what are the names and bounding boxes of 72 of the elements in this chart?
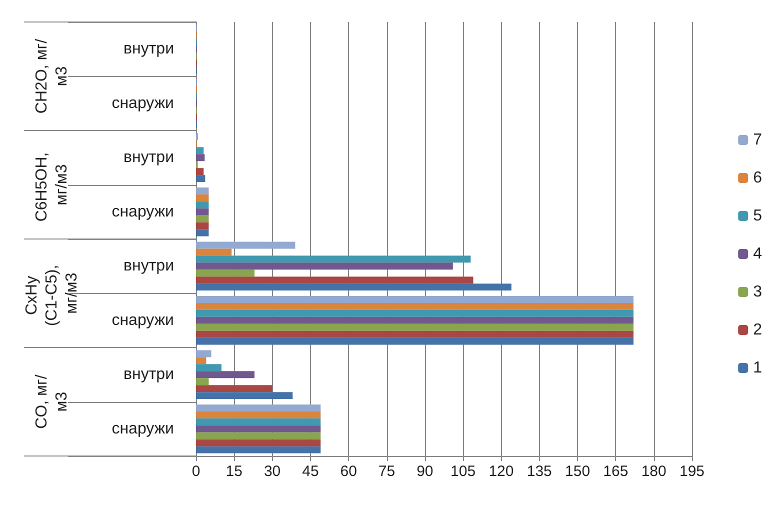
bar — [196, 385, 272, 392]
bar — [196, 208, 209, 216]
bar — [196, 425, 321, 432]
bar — [196, 248, 232, 256]
y-tick-label: внутри — [124, 258, 174, 275]
legend-label: 4 — [753, 246, 762, 262]
x-tick-label: 195 — [679, 463, 705, 480]
legend-label: 5 — [753, 208, 762, 224]
bar — [196, 338, 634, 345]
bar — [196, 229, 209, 236]
y-tick-label: внутри — [124, 366, 174, 384]
text: CO, мг/м3 — [34, 374, 70, 429]
x-tick-label: 105 — [450, 463, 476, 480]
x-tick-label: 15 — [226, 463, 242, 480]
legend-label: 1 — [753, 360, 762, 376]
bar — [196, 364, 222, 372]
bar — [196, 392, 293, 400]
text: CxHy (C1-C5), мг/м3 — [24, 260, 80, 326]
x-tick-label: 120 — [488, 463, 514, 480]
x-tick-label: 0 — [192, 463, 200, 480]
y-tick-label: внутри — [124, 40, 174, 58]
bar — [196, 154, 205, 162]
x-tick-label: 45 — [302, 463, 319, 480]
x-tick-label: 180 — [641, 463, 666, 480]
text: CH2O, мг/м3 — [34, 38, 70, 114]
bar — [196, 446, 321, 454]
y-tick-label: снаружи — [112, 312, 174, 329]
y-tick-label: снаружи — [112, 203, 174, 220]
bar — [196, 262, 453, 270]
bar — [196, 439, 321, 446]
legend-label: 2 — [753, 322, 762, 338]
bar — [196, 324, 634, 331]
x-tick-label: 30 — [264, 463, 281, 480]
y-tick-label: внутри — [124, 149, 174, 166]
bar — [196, 168, 204, 176]
bar — [196, 194, 209, 202]
bar — [196, 187, 209, 194]
bar — [196, 284, 512, 291]
bar — [196, 201, 209, 208]
bar — [196, 432, 321, 440]
bar — [196, 256, 471, 263]
bar — [196, 270, 255, 277]
bar — [196, 302, 634, 310]
bar — [196, 330, 634, 338]
bar — [196, 222, 209, 230]
bar — [196, 411, 321, 418]
bar — [196, 378, 209, 386]
bar — [196, 296, 634, 303]
bar — [196, 350, 212, 358]
y-tick-label: снаружи — [112, 94, 174, 112]
text: C6H5OH, мг/м3 — [34, 148, 70, 222]
x-tick-label: 90 — [416, 463, 434, 480]
bar — [196, 147, 204, 154]
bar — [196, 371, 255, 378]
bar — [196, 215, 209, 222]
x-tick-label: 60 — [340, 463, 357, 480]
y-tick-label: снаружи — [112, 420, 174, 438]
bar — [196, 175, 206, 182]
legend-label: 3 — [753, 284, 762, 300]
legend-label: 6 — [753, 170, 762, 186]
bar — [196, 316, 634, 324]
bar — [196, 242, 296, 249]
bar — [196, 276, 474, 284]
x-tick-label: 75 — [378, 463, 396, 480]
x-tick-label: 150 — [565, 463, 590, 480]
bar — [196, 357, 206, 364]
bar — [196, 310, 634, 317]
x-tick-label: 165 — [603, 463, 628, 480]
bar — [196, 418, 321, 426]
bar — [196, 404, 321, 412]
legend-label: 7 — [753, 132, 762, 148]
x-tick-label: 135 — [526, 463, 552, 480]
